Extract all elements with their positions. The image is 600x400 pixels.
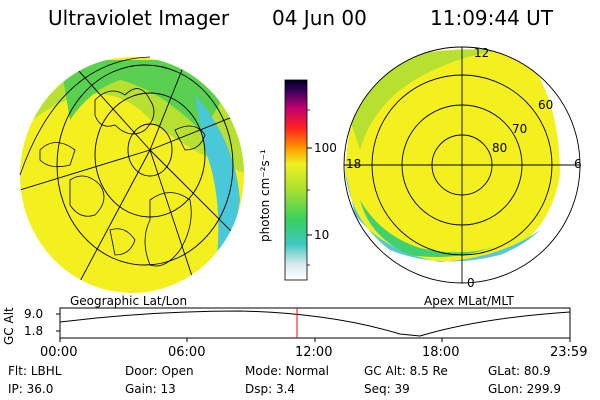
geographic-image <box>19 56 244 293</box>
info-seq: Seq: 39 <box>364 382 410 396</box>
info-gain: Gain: 13 <box>125 382 176 396</box>
mlt-label-left: 18 <box>346 157 362 171</box>
colorbar-unit-label: photon cm⁻²s⁻¹ <box>258 149 272 242</box>
colorbar <box>284 79 312 281</box>
altitude-xtick-2359: 23:59 <box>550 345 588 360</box>
observation-time: 11:09:44 UT <box>430 6 554 30</box>
geographic-panel-label: Geographic Lat/Lon <box>70 294 188 308</box>
magnetic-panel-label: Apex MLat/MLT <box>424 294 514 308</box>
altitude-plot <box>56 307 571 342</box>
observation-date: 04 Jun 00 <box>272 6 367 30</box>
info-glon: GLon: 299.9 <box>488 382 561 396</box>
mlt-label-bottom: 0 <box>467 276 475 290</box>
info-gc-alt: GC Alt: 8.5 Re <box>364 364 448 378</box>
instrument-title: Ultraviolet Imager <box>48 6 230 30</box>
altitude-xtick-1200: 12:00 <box>295 345 333 360</box>
colorbar-tick-10: 10 <box>314 228 330 242</box>
info-ip: IP: 36.0 <box>8 382 54 396</box>
colorbar-tick-100: 100 <box>314 141 337 155</box>
mlat-label-80: 80 <box>492 141 508 155</box>
info-glat: GLat: 80.9 <box>488 364 551 378</box>
magnetic-polar-plot <box>343 46 581 284</box>
info-dsp: Dsp: 3.4 <box>245 382 296 396</box>
mlt-label-top: 12 <box>474 46 490 60</box>
info-flt: Flt: LBHL <box>8 364 62 378</box>
altitude-ylabel: GC Alt <box>2 307 16 345</box>
info-door: Door: Open <box>125 364 194 378</box>
altitude-ytick-9: 9.0 <box>24 307 44 321</box>
info-mode: Mode: Normal <box>245 364 329 378</box>
altitude-xtick-1800: 18:00 <box>422 345 460 360</box>
altitude-xtick-0000: 00:00 <box>40 345 78 360</box>
altitude-xtick-0600: 06:00 <box>168 345 206 360</box>
altitude-ytick-1-8: 1.8 <box>24 324 44 338</box>
mlat-label-60: 60 <box>538 98 554 112</box>
mlt-label-right: 6 <box>574 157 582 171</box>
mlat-label-70: 70 <box>512 122 528 136</box>
